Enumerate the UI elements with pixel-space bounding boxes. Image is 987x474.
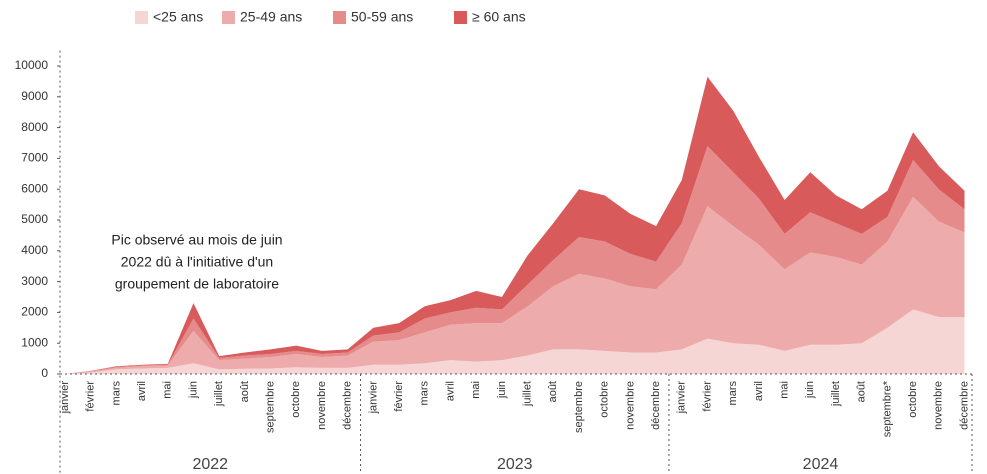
x-tick-label: juin <box>496 381 508 399</box>
x-tick-label: août <box>239 381 251 402</box>
x-tick-label: octobre <box>599 381 611 418</box>
x-tick-label: décembre <box>342 381 354 430</box>
area <box>65 309 965 374</box>
x-tick-label: avril <box>136 381 148 401</box>
x-tick-label: octobre <box>290 381 302 418</box>
year-label: 2023 <box>497 456 533 473</box>
x-tick-label: novembre <box>624 381 636 430</box>
x-tick-label: octobre <box>907 381 919 418</box>
legend-label: 25-49 ans <box>240 9 302 25</box>
legend-label: 50-59 ans <box>351 9 413 25</box>
y-tick-label: 8000 <box>21 120 48 134</box>
x-tick-label: juillet <box>522 381 534 407</box>
x-tick-label: février <box>701 381 713 412</box>
annotation: groupement de laboratoire <box>115 276 279 292</box>
x-tick-label: janvier <box>676 381 688 415</box>
legend-swatch <box>222 11 235 24</box>
x-tick-label: février <box>85 381 97 412</box>
y-tick-label: 0 <box>41 366 48 380</box>
x-tick-label: avril <box>753 381 765 401</box>
annotation: 2022 dû à l'initiative d'un <box>121 254 273 270</box>
x-tick-label: décembre <box>958 381 970 430</box>
legend-swatch <box>135 11 148 24</box>
x-tick-label: mars <box>727 381 739 406</box>
x-tick-label: novembre <box>933 381 945 430</box>
y-tick-label: 9000 <box>21 89 48 103</box>
legend-swatch <box>454 11 467 24</box>
x-tick-label: juin <box>804 381 816 399</box>
x-tick-label: novembre <box>316 381 328 430</box>
y-tick-label: 4000 <box>21 243 48 257</box>
y-tick-label: 3000 <box>21 274 48 288</box>
x-tick-label: mars <box>419 381 431 406</box>
y-tick-label: 2000 <box>21 305 48 319</box>
area <box>65 76 965 374</box>
legend-label: <25 ans <box>153 9 203 25</box>
legend-label: ≥ 60 ans <box>472 9 526 25</box>
y-tick-label: 6000 <box>21 181 48 195</box>
y-tick-label: 1000 <box>21 335 48 349</box>
area <box>65 196 965 374</box>
x-tick-label: avril <box>444 381 456 401</box>
x-tick-label: juillet <box>830 381 842 407</box>
y-tick-label: 5000 <box>21 212 48 226</box>
x-tick-label: mai <box>779 381 791 399</box>
y-tick-label: 7000 <box>21 151 48 165</box>
x-tick-label: août <box>856 381 868 402</box>
x-tick-label: août <box>547 381 559 402</box>
year-label: 2024 <box>803 456 839 473</box>
x-tick-label: septembre <box>573 381 585 433</box>
x-tick-label: septembre* <box>881 380 893 437</box>
annotation: Pic observé au mois de juin <box>111 232 282 248</box>
x-tick-label: mai <box>162 381 174 399</box>
x-tick-label: janvier <box>59 381 71 415</box>
year-label: 2022 <box>192 456 228 473</box>
x-tick-label: mars <box>110 381 122 406</box>
x-tick-label: juillet <box>213 381 225 407</box>
x-tick-label: juin <box>187 381 199 399</box>
x-tick-label: septembre <box>265 381 277 433</box>
x-tick-label: janvier <box>367 381 379 415</box>
x-tick-label: mai <box>470 381 482 399</box>
area <box>65 146 965 374</box>
x-tick-label: février <box>393 381 405 412</box>
y-tick-label: 10000 <box>15 58 49 72</box>
x-tick-label: décembre <box>650 381 662 430</box>
legend-swatch <box>333 11 346 24</box>
